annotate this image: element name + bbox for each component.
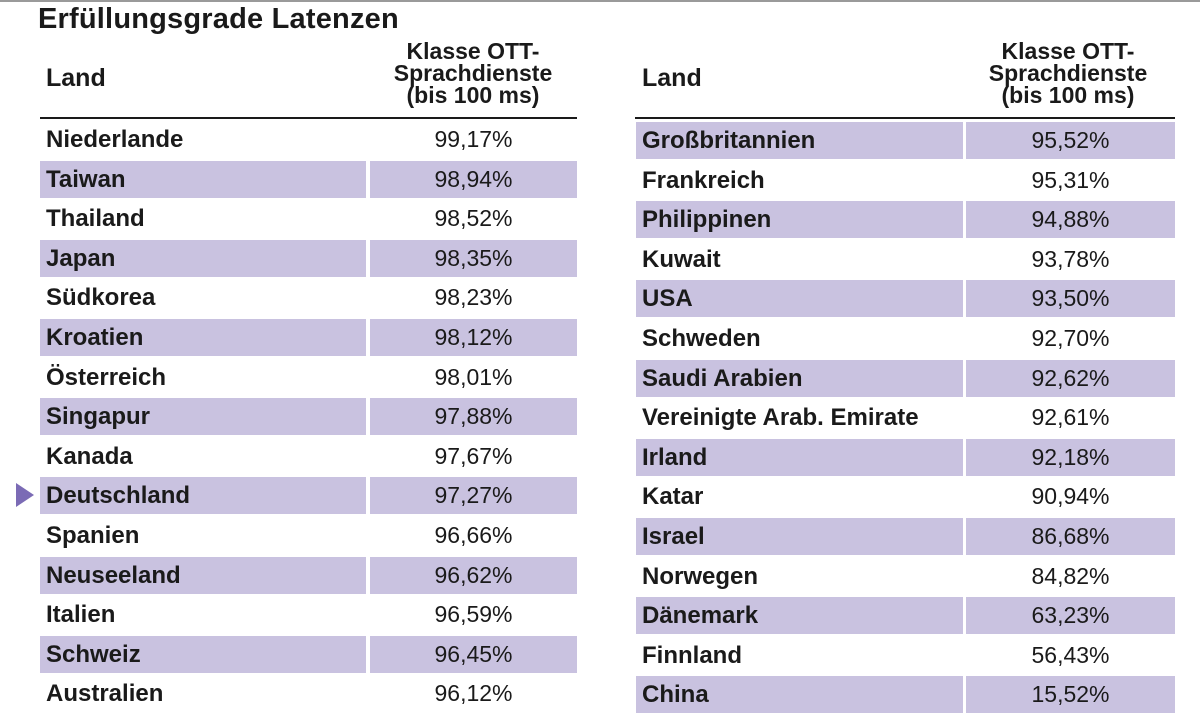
table-row: Dänemark 63,23% [0, 597, 1200, 635]
cell-value: 95,52% [966, 122, 1175, 159]
cell-value: 96,12% [434, 680, 513, 707]
table-row: Australien 96,12% [0, 675, 1200, 712]
cell-land: Australien [46, 680, 164, 708]
cell-value: 93,50% [966, 280, 1175, 318]
cell-land: Kuwait [642, 245, 721, 273]
cell-land: Singapur [40, 398, 366, 436]
cell-value: 96,66% [434, 522, 513, 548]
cell-value: 99,17% [434, 126, 513, 152]
cell-value: 97,27% [370, 477, 577, 515]
cell-value: 96,59% [434, 601, 513, 628]
cell-value: 98,52% [434, 205, 513, 232]
cell-value: 63,23% [966, 597, 1175, 635]
cell-value: 98,01% [434, 363, 513, 390]
cell-land: Deutschland [40, 477, 366, 515]
table-row: Irland 92,18% [0, 438, 1200, 476]
cell-land: USA [636, 280, 963, 318]
table-row: Kuwait 93,78% [0, 241, 1200, 278]
column-header-land: Land [642, 64, 702, 92]
table-row: Südkorea 98,23% [0, 279, 1200, 316]
highlight-marker-icon [16, 483, 34, 508]
column-header-value: Klasse OTT- Sprachdienste (bis 100 ms) [988, 38, 1148, 108]
table-row: Kroatien 98,12% [0, 319, 1200, 356]
table-row: Italien 96,59% [0, 596, 1200, 633]
cell-land: Taiwan [40, 160, 366, 198]
cell-value: 95,31% [1031, 166, 1110, 193]
table-row: Norwegen 84,82% [0, 558, 1200, 595]
table-row: Singapur 97,88% [0, 398, 1200, 436]
cell-value: 92,61% [1031, 404, 1110, 431]
table-row: Israel 86,68% [0, 518, 1200, 555]
cell-value: 98,23% [434, 284, 513, 311]
cell-value: 98,12% [370, 319, 577, 356]
cell-land: Katar [642, 483, 704, 511]
cell-value: 96,45% [370, 635, 577, 673]
cell-land: Kanada [46, 442, 133, 470]
table-row: USA 93,50% [0, 280, 1200, 318]
cell-value: 92,70% [1031, 325, 1110, 351]
cell-land: Vereinigte Arab. Emirate [642, 404, 919, 432]
table-row: Frankreich 95,31% [0, 162, 1200, 199]
cell-land: Philippinen [636, 201, 963, 239]
table-title: Erfüllungsgrade Latenzen [38, 3, 399, 35]
table-row: Katar 90,94% [0, 478, 1200, 515]
cell-land: Frankreich [642, 166, 765, 194]
cell-land: Südkorea [46, 284, 156, 312]
cell-land: China [636, 676, 963, 714]
table-row: Japan 98,35% [0, 239, 1200, 277]
table-row: Schweden 92,70% [0, 320, 1200, 357]
table-row: Niederlande 99,17% [0, 121, 1200, 158]
cell-value: 90,94% [1031, 483, 1110, 510]
cell-land: Finnland [642, 641, 742, 669]
cell-land: Thailand [46, 205, 145, 233]
cell-land: Kroatien [40, 319, 366, 356]
cell-land: Norwegen [642, 562, 759, 590]
table-row: Kanada 97,67% [0, 438, 1200, 475]
top-rule [0, 0, 1200, 2]
cell-land: Österreich [46, 363, 167, 391]
cell-land: Großbritannien [636, 122, 963, 159]
header-rule [635, 117, 1175, 119]
table-row: Saudi Arabien 92,62% [0, 359, 1200, 397]
cell-land: Spanien [46, 522, 140, 549]
table-row: Philippinen 94,88% [0, 201, 1200, 239]
cell-value: 98,35% [370, 239, 577, 277]
column-header-land: Land [46, 64, 106, 92]
table-row: Neuseeland 96,62% [0, 556, 1200, 594]
cell-land: Irland [636, 438, 963, 476]
cell-value: 98,94% [370, 160, 577, 198]
cell-land: Japan [40, 239, 366, 277]
cell-value: 96,62% [370, 556, 577, 594]
cell-value: 93,78% [1031, 245, 1110, 272]
cell-value: 92,18% [966, 438, 1175, 476]
table-row: Taiwan 98,94% [0, 160, 1200, 198]
cell-land: Dänemark [636, 597, 963, 635]
cell-value: 97,88% [370, 398, 577, 436]
table-row: Finnland 56,43% [0, 637, 1200, 674]
cell-land: Neuseeland [40, 556, 366, 594]
table-row: Großbritannien 95,52% [0, 122, 1200, 159]
column-header-value: Klasse OTT- Sprachdienste (bis 100 ms) [393, 38, 553, 108]
header-rule [40, 117, 577, 119]
table-row: Deutschland 97,27% [0, 477, 1200, 515]
cell-land: Schweden [642, 325, 761, 352]
table-row: Österreich 98,01% [0, 359, 1200, 396]
cell-value: 92,62% [966, 359, 1175, 397]
cell-land: Saudi Arabien [636, 359, 963, 397]
cell-value: 56,43% [1031, 641, 1110, 668]
table-row: Thailand 98,52% [0, 200, 1200, 237]
cell-land: Niederlande [46, 126, 184, 153]
cell-land: Italien [46, 601, 116, 629]
table-row: Schweiz 96,45% [0, 635, 1200, 673]
table-row: Vereinigte Arab. Emirate 92,61% [0, 399, 1200, 436]
cell-land: Schweiz [40, 635, 366, 673]
cell-value: 15,52% [966, 676, 1175, 714]
table-row: China 15,52% [0, 676, 1200, 714]
cell-land: Israel [636, 518, 963, 555]
cell-value: 86,68% [966, 518, 1175, 555]
cell-value: 94,88% [966, 201, 1175, 239]
table-row: Spanien 96,66% [0, 517, 1200, 554]
cell-value: 84,82% [1031, 562, 1110, 589]
cell-value: 97,67% [434, 442, 513, 469]
